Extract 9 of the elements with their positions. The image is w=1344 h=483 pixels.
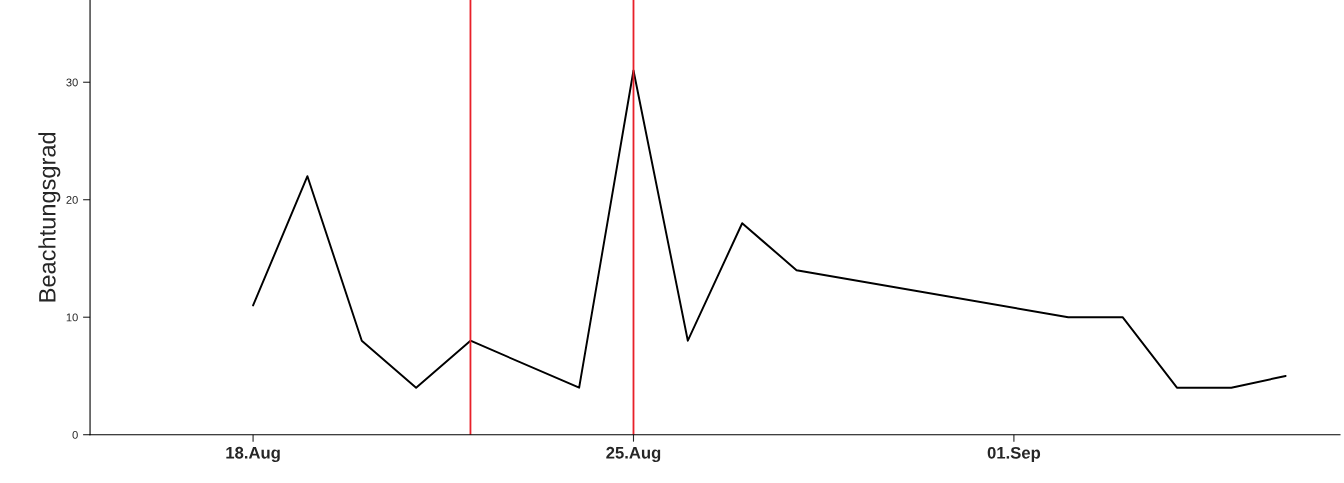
x-tick-label: 25.Aug — [606, 446, 661, 463]
y-tick-label: 20 — [66, 195, 78, 204]
y-tick-label: 0 — [72, 430, 78, 439]
y-tick-label: 30 — [66, 78, 78, 87]
x-tick-label: 01.Sep — [987, 446, 1041, 463]
y-tick-label: 10 — [66, 313, 78, 322]
line-series — [252, 69, 1287, 389]
x-tick-label: 18.Aug — [226, 446, 280, 463]
y-axis-title: Beachtungsgrad — [38, 132, 61, 302]
